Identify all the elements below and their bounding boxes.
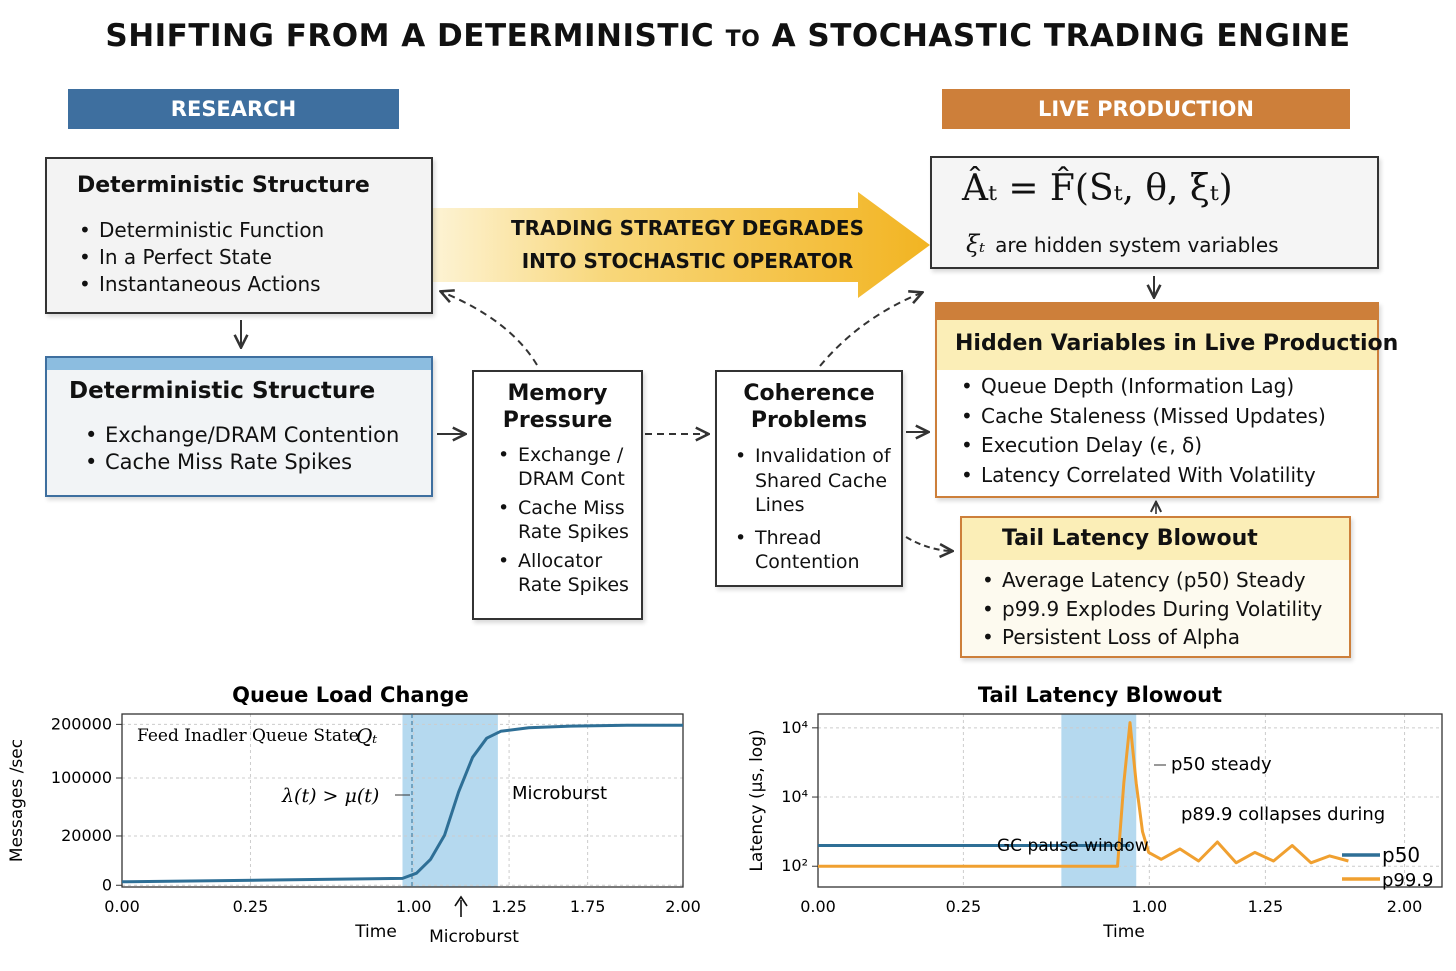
title-connector: TO [725, 27, 761, 52]
microburst-label: Microburst [512, 783, 607, 804]
page-title: SHIFTING FROM A DETERMINISTIC TO A STOCH… [0, 18, 1456, 54]
memory-title-line1: Memory [507, 381, 608, 406]
chart-title: Tail Latency Blowout [978, 683, 1222, 707]
memory-item: Exchange / DRAM Cont [496, 444, 641, 491]
tail-item: Average Latency (p50) Steady [980, 566, 1322, 595]
big-arrow-label: TRADING STRATEGY DEGRADES INTO STOCHASTI… [470, 212, 905, 278]
y-tick-label: 20000 [61, 826, 112, 845]
arrow-coherence-to-tail [905, 536, 951, 551]
microburst-arrow-icon [454, 895, 468, 907]
stochastic-formula: Âₜ = F̂(Sₜ, θ, ξₜ) [962, 168, 1233, 209]
formula-note-text: are hidden system variables [995, 233, 1279, 257]
coherence-item: Thread Contention [733, 526, 901, 575]
x-tick-label: 1.25 [491, 897, 527, 916]
hidden-item: Queue Depth (Information Lag) [959, 372, 1326, 402]
x-tick-label: 2.00 [665, 897, 701, 916]
y-axis-label: Messages /sec [7, 739, 27, 862]
research-banner: RESEARCH [68, 89, 399, 129]
tail-box-titlebar [962, 518, 1349, 560]
stochastic-formula-box: Âₜ = F̂(Sₜ, θ, ξₜ) ξₜ are hidden system v… [930, 156, 1379, 269]
coherence-problems-box: Coherence Problems Invalidation of Share… [715, 370, 903, 587]
shaded-region [1061, 714, 1137, 887]
hidden-item: Cache Staleness (Missed Updates) [959, 402, 1326, 432]
memory-box-title: Memory Pressure [474, 380, 641, 434]
x-axis-label: Time [354, 922, 397, 942]
hidden-variables-box: Hidden Variables in Live Production Queu… [935, 302, 1398, 498]
memory-title-line2: Pressure [502, 408, 613, 433]
y-tick-label: 10² [781, 856, 808, 875]
hidden-item: Execution Delay (ϵ, δ) [959, 431, 1326, 461]
x-tick-label: 1.00 [396, 897, 432, 916]
arrow-coherence-to-formula [819, 293, 921, 367]
queue-state-label: Feed Inadler Queue State [137, 726, 359, 746]
tail-latency-box: Tail Latency Blowout Average Latency (p5… [960, 516, 1351, 658]
hidden-box-topbar [937, 304, 1377, 320]
det-box1-title: Deterministic Structure [77, 173, 370, 198]
gc-window-label: GC pause window [997, 836, 1149, 856]
y-tick-label: 10⁴ [781, 718, 808, 737]
y-tick-label: 200000 [51, 714, 112, 733]
y-axis-label: Latency (μs, log) [747, 729, 767, 871]
p99-collapse-label: p89.9 collapses during [1181, 804, 1385, 825]
x-tick-label: 1.25 [1248, 897, 1284, 916]
deterministic-structure-box-2: Deterministic Structure Exchange/DRAM Co… [45, 356, 433, 497]
x-tick-label: 0.00 [104, 897, 140, 916]
y-tick-label: 0 [102, 875, 112, 894]
formula-note: ξₜ are hidden system variables [966, 230, 1279, 258]
series-line-0 [121, 723, 683, 884]
xi-symbol: ξₜ [966, 230, 986, 258]
microburst-bottom-label: Microburst [429, 927, 519, 947]
legend-label-p50: p50 [1382, 843, 1420, 867]
legend-label-p99.9: p99.9 [1382, 870, 1434, 891]
coherence-title-line1: Coherence [743, 381, 875, 406]
memory-item: Allocator Rate Spikes [496, 550, 641, 597]
plot-frame [121, 713, 684, 888]
deterministic-structure-box: Deterministic Structure Deterministic Fu… [45, 157, 433, 314]
big-arrow-line1: TRADING STRATEGY DEGRADES [510, 216, 864, 240]
tail-item: Persistent Loss of Alpha [980, 623, 1322, 652]
coherence-item: Invalidation of Shared Cache Lines [733, 444, 901, 518]
queue-state-symbol: Qₜ [356, 724, 377, 748]
det-box1-item: Deterministic Function [77, 217, 324, 244]
series-line-p99.9 [818, 721, 1349, 868]
det-box2-item: Cache Miss Rate Spikes [83, 449, 399, 476]
det-box2-title: Deterministic Structure [69, 378, 376, 404]
y-tick-label: 10⁴ [781, 787, 808, 806]
title-part2: A STOCHASTIC TRADING ENGINE [771, 18, 1351, 54]
tail-box-title: Tail Latency Blowout [1002, 526, 1258, 551]
memory-pressure-box: Memory Pressure Exchange / DRAM Cont Cac… [472, 370, 643, 620]
hidden-item: Latency Correlated With Volatility [959, 461, 1326, 491]
hidden-box-titlebar [937, 320, 1377, 370]
y-tick-label: 100000 [51, 768, 112, 787]
title-part1: SHIFTING FROM A DETERMINISTIC [105, 18, 715, 54]
coherence-box-title: Coherence Problems [717, 380, 901, 434]
x-axis-label: Time [1102, 922, 1145, 942]
coherence-title-line2: Problems [750, 408, 868, 433]
big-arrow-line2: INTO STOCHASTIC OPERATOR [521, 249, 854, 273]
plot-frame [817, 713, 1443, 888]
arrival-rate-label: λ(t) > μ(t) [281, 785, 379, 807]
x-tick-label: 0.25 [233, 897, 269, 916]
x-tick-label: 1.75 [570, 897, 606, 916]
memory-item: Cache Miss Rate Spikes [496, 497, 641, 544]
det-box2-topbar [47, 358, 431, 370]
x-tick-label: 0.25 [946, 897, 982, 916]
chart-title: Queue Load Change [232, 683, 469, 707]
x-tick-label: 1.00 [1132, 897, 1168, 916]
tail-item: p99.9 Explodes During Volatility [980, 595, 1322, 624]
det-box2-item: Exchange/DRAM Contention [83, 422, 399, 449]
det-box1-item: Instantaneous Actions [77, 271, 324, 298]
x-tick-label: 0.00 [800, 897, 836, 916]
x-tick-label: 2.00 [1387, 897, 1423, 916]
hidden-box-title: Hidden Variables in Live Production [955, 331, 1399, 356]
live-production-banner: LIVE PRODUCTION [942, 89, 1350, 129]
det-box1-item: In a Perfect State [77, 244, 324, 271]
big-arrow-shape [433, 192, 930, 298]
p50-steady-label: p50 steady [1171, 754, 1272, 775]
